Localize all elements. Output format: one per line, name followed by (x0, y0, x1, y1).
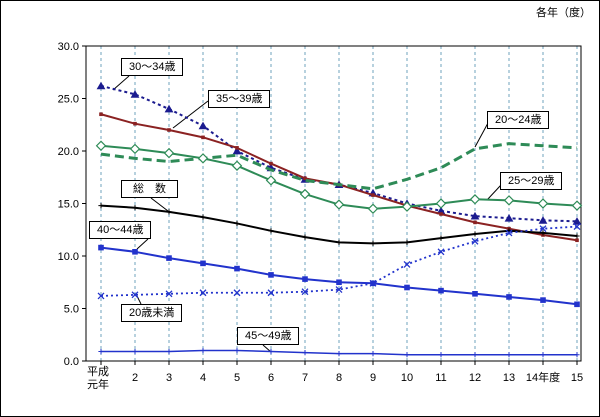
x-tick-label: 15 (571, 372, 583, 384)
series-line-7 (98, 347, 580, 358)
x-tick-label: 10 (401, 372, 413, 384)
x-tick-label: 9 (370, 372, 376, 384)
y-tick-label: 15.0 (58, 199, 79, 211)
series-label-45-49: 45～49歳 (237, 327, 300, 345)
x-tick-label: 4 (200, 372, 206, 384)
series-label-30-34: 30～34歳 (121, 58, 184, 76)
y-tick-label: 20.0 (58, 146, 79, 158)
y-tick-label: 25.0 (58, 94, 79, 106)
series-line-3 (95, 140, 583, 214)
series-label-under-20: 20歳未満 (121, 304, 183, 322)
series-label-35-39: 35～39歳 (208, 90, 271, 108)
series-label-total: 総 数 (121, 180, 178, 198)
series-label-40-44: 40～44歳 (89, 221, 152, 239)
x-tick-label: 元年 (87, 377, 109, 391)
x-tick-label: 3 (166, 372, 172, 384)
x-tick-label: 12 (469, 372, 481, 384)
x-tick-label: 平成 (87, 365, 109, 378)
y-axis: 0.0 5.0 10.0 15.0 20.0 25.0 30.0 (58, 41, 86, 368)
x-tick-label: 14年度 (526, 370, 560, 384)
y-tick-label: 30.0 (58, 41, 79, 53)
y-tick-label: 5.0 (64, 304, 79, 316)
x-tick-label: 6 (268, 372, 274, 384)
series-line-6 (97, 223, 581, 300)
x-tick-label: 7 (302, 372, 308, 384)
x-tick-label: 8 (336, 372, 342, 384)
series-label-25-29: 25～29歳 (500, 172, 563, 190)
series-line-2 (100, 142, 578, 191)
series-line-4 (98, 203, 580, 246)
x-tick-label: 2 (132, 372, 138, 384)
x-tick-label: 13 (503, 372, 515, 384)
x-tick-label: 5 (234, 372, 240, 384)
y-tick-label: 10.0 (58, 251, 79, 263)
x-tick-label: 11 (435, 372, 446, 384)
series-label-20-24: 20～24歳 (487, 111, 550, 129)
y-tick-label: 0.0 (64, 356, 79, 368)
axis-note: 各年（度） (536, 7, 591, 19)
